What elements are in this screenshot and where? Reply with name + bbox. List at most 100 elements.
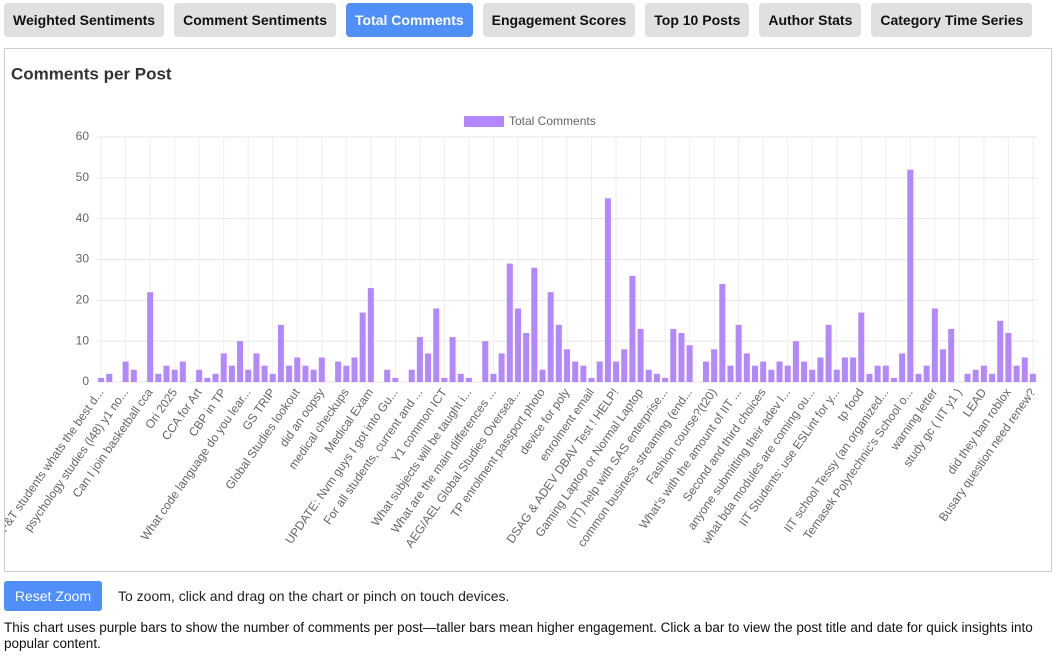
bar[interactable] [784, 365, 791, 382]
bar[interactable] [302, 365, 309, 382]
bar[interactable] [653, 373, 660, 382]
bar[interactable] [923, 365, 930, 382]
bar[interactable] [523, 333, 530, 382]
bar[interactable] [931, 308, 938, 383]
bar[interactable] [629, 275, 636, 382]
bar[interactable] [588, 377, 595, 382]
bar[interactable] [171, 369, 178, 382]
bar[interactable] [449, 337, 456, 382]
bar[interactable] [1021, 357, 1028, 383]
bar[interactable] [416, 337, 423, 382]
bar[interactable] [752, 365, 758, 382]
bar[interactable] [580, 365, 587, 382]
bar[interactable] [490, 373, 497, 382]
bar[interactable] [1013, 365, 1020, 382]
bar[interactable] [392, 377, 399, 382]
bar[interactable] [384, 369, 391, 382]
bar[interactable] [711, 349, 718, 382]
bar[interactable] [686, 345, 693, 382]
bar[interactable] [555, 324, 562, 382]
bar[interactable] [228, 365, 235, 382]
bar[interactable] [874, 365, 881, 382]
bar[interactable] [294, 357, 301, 383]
bar[interactable] [539, 369, 546, 382]
bar[interactable] [743, 353, 750, 382]
bar[interactable] [1029, 373, 1036, 382]
bar[interactable] [792, 341, 799, 382]
tab[interactable]: Category Time Series [871, 3, 1033, 37]
bar[interactable] [604, 198, 611, 382]
bar[interactable] [637, 328, 644, 382]
bar[interactable] [130, 369, 137, 382]
bar[interactable] [351, 357, 358, 383]
bar[interactable] [498, 353, 505, 382]
bar[interactable] [907, 169, 914, 382]
bar[interactable] [719, 284, 726, 382]
bar[interactable] [997, 320, 1004, 382]
bar[interactable] [237, 341, 244, 382]
tab[interactable]: Engagement Scores [482, 3, 636, 37]
bar[interactable] [735, 324, 742, 382]
bar[interactable] [98, 377, 105, 382]
bar[interactable] [147, 292, 154, 382]
bar[interactable] [621, 349, 628, 382]
bar[interactable] [269, 373, 276, 382]
bar[interactable] [825, 324, 832, 382]
bar[interactable] [645, 369, 652, 382]
bar[interactable] [564, 349, 570, 382]
bar[interactable] [204, 377, 211, 382]
bar[interactable] [482, 341, 489, 382]
bar[interactable] [212, 373, 219, 382]
bar[interactable] [531, 267, 538, 382]
bar[interactable] [335, 361, 342, 382]
bar[interactable] [277, 324, 284, 382]
bar[interactable] [343, 365, 350, 382]
bar[interactable] [261, 365, 268, 382]
bar[interactable] [678, 333, 685, 382]
bar[interactable] [425, 353, 432, 382]
bar[interactable] [457, 373, 464, 382]
bar[interactable] [809, 369, 816, 382]
bar[interactable] [572, 361, 579, 382]
bar[interactable] [833, 369, 840, 382]
bar[interactable] [948, 328, 955, 382]
bar[interactable] [245, 369, 252, 382]
bar[interactable] [122, 361, 129, 382]
bar[interactable] [179, 361, 186, 382]
bar[interactable] [547, 292, 554, 382]
bar[interactable] [196, 369, 203, 382]
bar[interactable] [940, 349, 946, 382]
bar[interactable] [972, 369, 979, 382]
bar[interactable] [702, 361, 709, 382]
tab[interactable]: Weighted Sentiments [4, 3, 165, 37]
bar[interactable] [613, 361, 620, 382]
bar[interactable] [670, 328, 677, 382]
bar[interactable] [441, 377, 448, 382]
tab[interactable]: Author Stats [759, 3, 862, 37]
bar[interactable] [980, 365, 987, 382]
bar[interactable] [1005, 333, 1012, 382]
tab[interactable]: Comment Sentiments [174, 3, 337, 37]
bar[interactable] [433, 308, 440, 383]
bar[interactable] [318, 357, 325, 383]
bar[interactable] [817, 357, 824, 383]
bar[interactable] [155, 373, 162, 382]
bar[interactable] [506, 263, 513, 382]
reset-zoom-button[interactable]: Reset Zoom [4, 581, 102, 611]
bar[interactable] [899, 353, 906, 382]
bar[interactable] [596, 361, 603, 382]
bar[interactable] [858, 312, 865, 382]
bar[interactable] [890, 377, 897, 382]
tab[interactable]: Top 10 Posts [645, 3, 750, 37]
bar[interactable] [286, 365, 293, 382]
bar[interactable] [964, 373, 971, 382]
bar[interactable] [760, 361, 767, 382]
bar[interactable] [850, 357, 857, 383]
bar[interactable] [163, 365, 170, 382]
bar[interactable] [310, 369, 317, 382]
bar[interactable] [882, 365, 889, 382]
bar[interactable] [915, 373, 922, 382]
bar[interactable] [727, 365, 734, 382]
bar[interactable] [220, 353, 227, 382]
bar[interactable] [359, 312, 366, 382]
